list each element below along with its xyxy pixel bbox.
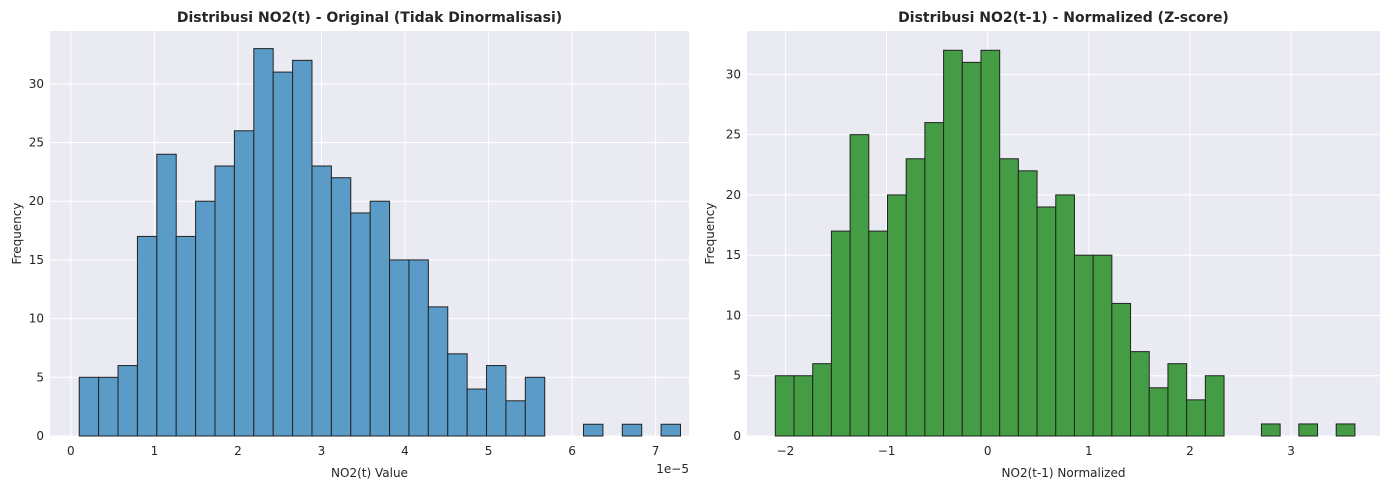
right-bar-15 (1055, 194, 1075, 437)
right-bar-30 (1335, 423, 1356, 437)
right-y-tick-label-2: 10 (726, 308, 741, 322)
right-bar-19 (1130, 351, 1150, 437)
left-bar-10 (272, 71, 294, 437)
left-bar-30 (660, 423, 681, 437)
right-bars (774, 49, 1356, 437)
left-y-tick-label-0: 0 (36, 429, 44, 443)
left-bar-15 (369, 200, 391, 437)
right-bar-7 (905, 158, 926, 437)
right-bar-0 (774, 375, 795, 437)
left-x-tick-label-4: 4 (401, 444, 409, 458)
left-x-tick-label-6: 6 (568, 444, 576, 458)
left-bar-20 (466, 388, 488, 437)
right-bar-23 (1204, 375, 1225, 437)
right-x-tick-label-1: −1 (878, 444, 896, 458)
right-bar-13 (1017, 170, 1038, 437)
left-bar-13 (330, 177, 352, 437)
left-bar-0 (78, 376, 100, 437)
left-bar-1 (98, 376, 119, 437)
right-bar-21 (1167, 363, 1188, 437)
left-bar-14 (350, 212, 371, 437)
right-x-ticks: −2 −1 0 1 2 3 (777, 444, 1295, 458)
left-bar-21 (486, 365, 507, 437)
left-x-tick-label-0: 0 (67, 444, 75, 458)
right-histogram-panel: −2 −1 0 1 2 3 0 5 10 15 20 25 30 Distribusi NO2(t-1… (703, 10, 1380, 480)
right-bar-6 (886, 194, 907, 437)
right-bar-14 (1036, 206, 1057, 437)
right-bar-1 (793, 375, 814, 437)
right-bar-9 (943, 49, 963, 437)
right-y-tick-label-3: 15 (726, 248, 741, 262)
left-bar-11 (292, 59, 313, 437)
left-x-offset-label: 1e−5 (656, 462, 689, 476)
left-histogram-panel: 0 1 2 3 4 5 6 7 0 5 10 15 20 25 30 Distribusi NO2(t) … (10, 10, 689, 480)
right-y-tick-label-5: 25 (726, 128, 741, 142)
left-bar-6 (195, 200, 216, 437)
right-bar-18 (1111, 302, 1132, 437)
left-x-axis-label: NO2(t) Value (331, 466, 408, 480)
left-x-tick-label-1: 1 (151, 444, 159, 458)
left-bar-9 (253, 48, 274, 437)
right-bar-16 (1073, 254, 1094, 437)
left-bar-16 (389, 259, 410, 437)
left-y-tick-label-3: 15 (29, 253, 44, 267)
left-bar-17 (408, 259, 429, 437)
right-x-tick-label-2: 0 (984, 444, 992, 458)
left-bar-8 (233, 130, 255, 437)
left-x-tick-label-2: 2 (234, 444, 242, 458)
right-x-tick-label-4: 2 (1186, 444, 1194, 458)
right-bar-5 (868, 230, 888, 437)
left-bar-3 (136, 235, 158, 437)
right-bar-2 (812, 363, 832, 437)
right-bar-4 (849, 134, 870, 437)
left-y-tick-label-1: 5 (36, 370, 44, 384)
right-y-tick-label-4: 20 (726, 188, 741, 202)
left-bar-19 (447, 353, 468, 437)
left-x-tick-label-7: 7 (652, 444, 660, 458)
right-bar-26 (1260, 423, 1281, 437)
left-y-axis-label: Frequency (10, 203, 24, 265)
right-y-ticks: 0 5 10 15 20 25 30 (726, 67, 741, 443)
left-y-tick-label-2: 10 (29, 312, 44, 326)
right-bar-12 (999, 158, 1019, 437)
right-bar-22 (1186, 399, 1206, 437)
left-y-tick-label-4: 20 (29, 194, 44, 208)
left-bar-22 (505, 400, 526, 437)
left-y-tick-label-6: 30 (29, 77, 44, 91)
left-chart-title: Distribusi NO2(t) - Original (Tidak Dino… (177, 10, 562, 26)
left-bar-12 (311, 165, 332, 437)
right-bar-20 (1148, 387, 1169, 437)
left-bar-5 (175, 235, 197, 437)
left-bar-7 (214, 165, 235, 437)
left-bar-2 (117, 365, 138, 437)
right-bar-8 (924, 122, 945, 437)
right-x-tick-label-0: −2 (777, 444, 795, 458)
left-bar-4 (156, 153, 177, 437)
left-bar-28 (621, 423, 643, 437)
right-x-tick-label-3: 1 (1085, 444, 1093, 458)
right-bar-17 (1092, 254, 1113, 437)
right-bar-10 (961, 61, 982, 437)
right-y-tick-label-0: 0 (733, 429, 741, 443)
right-y-tick-label-1: 5 (733, 369, 741, 383)
left-x-tick-label-3: 3 (318, 444, 326, 458)
right-y-tick-label-6: 30 (726, 67, 741, 81)
left-x-ticks: 0 1 2 3 4 5 6 7 (67, 444, 659, 458)
left-bar-18 (427, 306, 449, 437)
right-x-tick-label-5: 3 (1287, 444, 1295, 458)
right-x-axis-label: NO2(t-1) Normalized (1002, 466, 1126, 480)
right-bar-28 (1298, 423, 1319, 437)
left-y-tick-label-5: 25 (29, 136, 44, 150)
right-bar-11 (980, 49, 1001, 437)
left-bar-23 (524, 376, 546, 437)
left-bar-26 (583, 423, 604, 437)
right-bar-3 (830, 230, 851, 437)
left-bars (78, 48, 681, 437)
left-x-tick-label-5: 5 (485, 444, 493, 458)
right-chart-title: Distribusi NO2(t-1) - Normalized (Z-scor… (898, 10, 1229, 26)
left-y-ticks: 0 5 10 15 20 25 30 (29, 77, 44, 443)
right-y-axis-label: Frequency (703, 203, 717, 265)
